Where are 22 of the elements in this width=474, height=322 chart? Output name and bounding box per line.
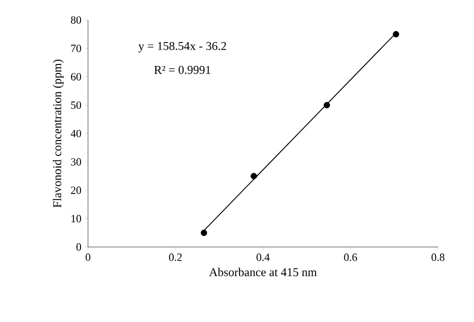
x-tick-label: 0.2 xyxy=(169,254,182,261)
y-tick-label: 0 xyxy=(76,243,82,251)
annotation: y = 158.54x - 36.2 xyxy=(138,42,226,53)
point xyxy=(200,230,208,236)
x-axis-title: Absorbance at 415 nm xyxy=(209,268,317,276)
y-tick-label: 60 xyxy=(71,73,82,80)
y-tick-label: 50 xyxy=(71,101,82,109)
point xyxy=(250,172,257,180)
x-tick-label: 0 xyxy=(86,254,90,261)
y-tick-label: 10 xyxy=(72,214,82,222)
point xyxy=(324,102,330,108)
point xyxy=(392,31,400,38)
y-tick-label: 70 xyxy=(71,44,82,52)
y-tick-label: 20 xyxy=(71,186,82,194)
x-tick-label: 0.4 xyxy=(256,254,270,261)
y-axis-title: Flavonoid concentration (ppm) xyxy=(52,60,64,208)
x-tick-label: 0.6 xyxy=(344,254,358,261)
annotation: R² = 0.9991 xyxy=(154,66,210,74)
y-tick-label: 30 xyxy=(71,158,82,166)
y-tick-label: 80 xyxy=(70,16,82,24)
x-tick-label: 0.8 xyxy=(432,254,444,261)
y-tick-label: 40 xyxy=(70,130,82,138)
